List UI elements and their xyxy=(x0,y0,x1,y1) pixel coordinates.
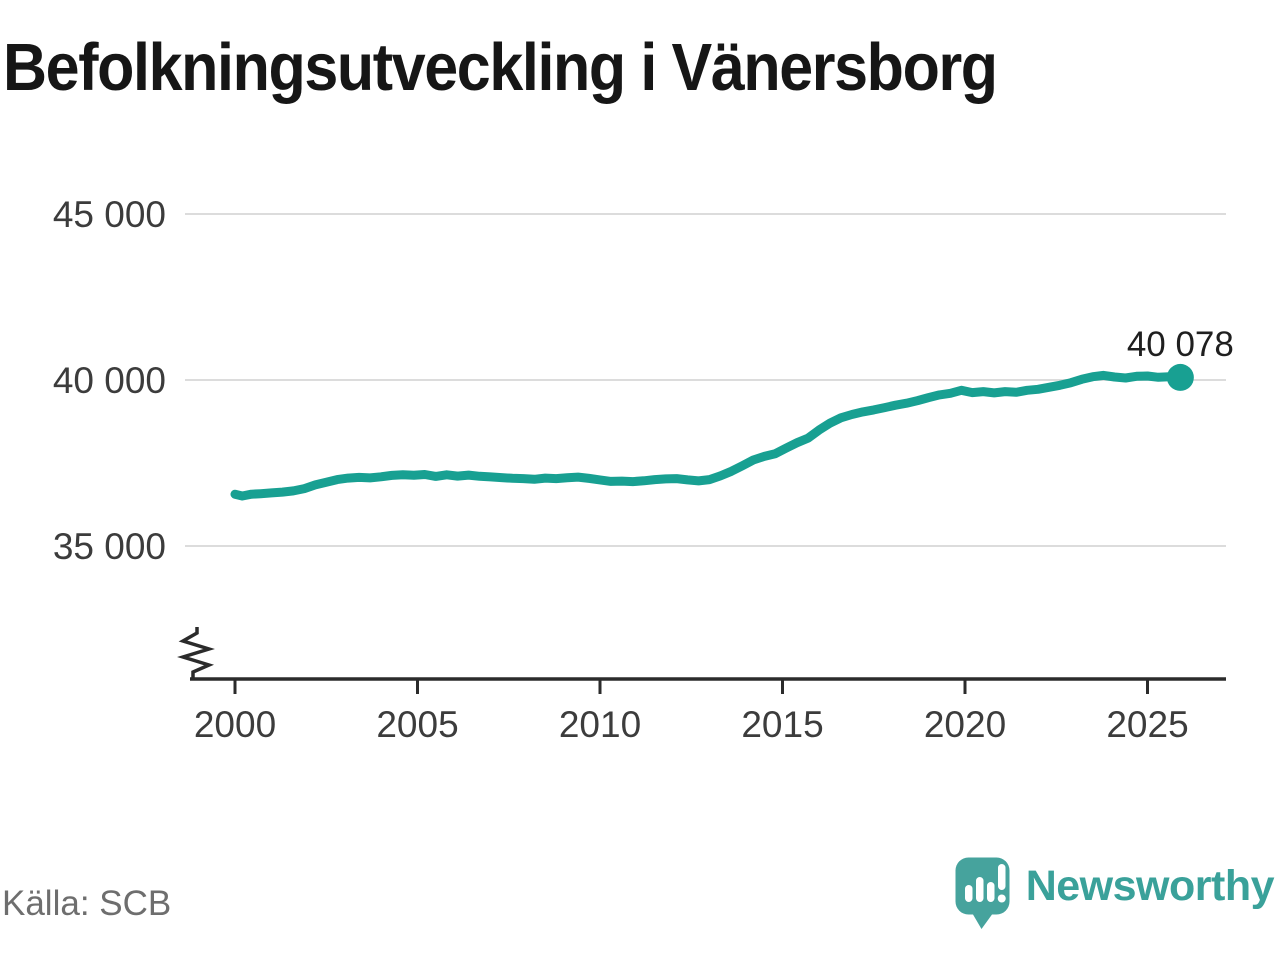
y-axis-labels: 35 000 40 000 45 000 xyxy=(53,194,166,567)
brand-name: Newsworthy xyxy=(1025,861,1275,910)
newsworthy-speech-bubble-chart-icon xyxy=(955,857,1010,929)
x-tick-label: 2015 xyxy=(741,704,823,745)
logo-exclamation-bar xyxy=(997,864,1006,890)
logo-bar-short xyxy=(964,885,973,902)
source-label: Källa: SCB xyxy=(2,884,172,923)
x-tick-label: 2000 xyxy=(194,704,276,745)
latest-point-marker xyxy=(1166,363,1194,391)
y-tick-label: 40 000 xyxy=(53,360,166,401)
logo-bar-medium xyxy=(986,882,995,902)
x-tick-label: 2025 xyxy=(1106,704,1188,745)
logo-exclamation-dot xyxy=(997,894,1006,903)
x-tick-label: 2010 xyxy=(559,704,641,745)
population-series-line xyxy=(230,370,1185,501)
axis-break-squiggle xyxy=(177,627,215,680)
x-tick-label: 2020 xyxy=(924,704,1006,745)
page-title: Befolkningsutveckling i Vänersborg xyxy=(3,30,998,105)
x-axis: 2000 2005 2010 2015 2020 2025 xyxy=(190,677,1226,745)
y-axis-break-squiggle xyxy=(177,627,215,680)
y-tick-label: 35 000 xyxy=(53,526,166,567)
x-tick-label: 2005 xyxy=(376,704,458,745)
gridlines xyxy=(185,213,1226,547)
latest-value-label: 40 078 xyxy=(1127,325,1234,364)
logo-bar-tall xyxy=(975,877,984,902)
latest-point: 40 078 xyxy=(1127,325,1234,391)
series-line xyxy=(230,370,1185,501)
y-tick-label: 45 000 xyxy=(53,194,166,235)
newsworthy-logo[interactable]: Newsworthy xyxy=(954,856,1275,930)
